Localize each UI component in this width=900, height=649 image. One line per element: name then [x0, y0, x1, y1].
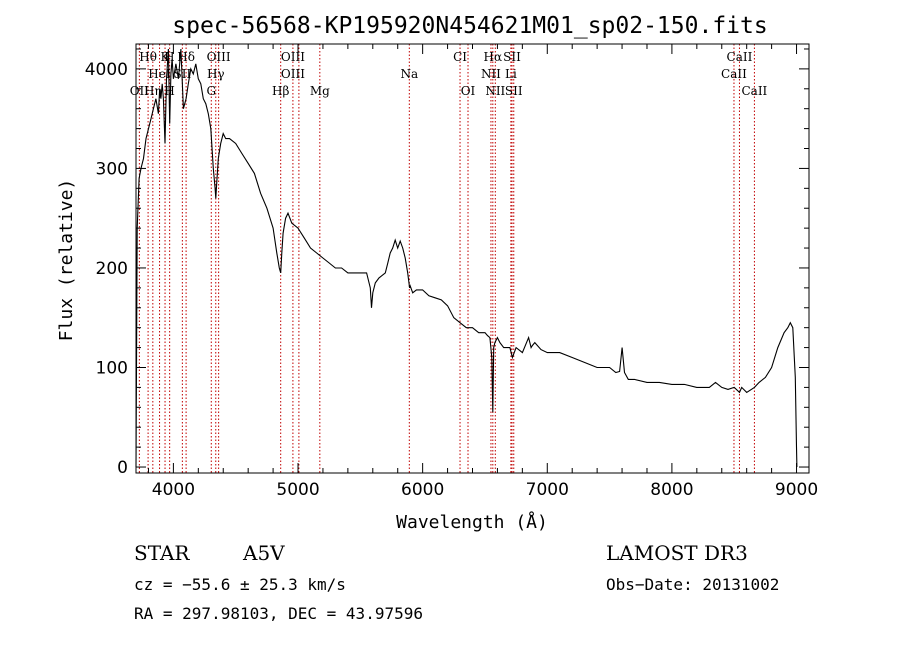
line-marker-label: H [164, 50, 174, 64]
y-tick-label: 300 [96, 159, 128, 179]
x-tick-label: 4000 [152, 480, 195, 500]
x-tick-label: 6000 [401, 480, 444, 500]
line-marker-label: OIII [281, 67, 305, 81]
y-tick-label: 200 [96, 259, 128, 279]
line-marker-label: NII [485, 84, 505, 98]
line-marker-label: Hθ [139, 50, 157, 64]
y-axis-label: Flux (relative) [56, 179, 77, 342]
line-marker-label: OII [130, 84, 150, 98]
line-marker-label: OI [461, 84, 476, 98]
line-marker-label: Hη [144, 84, 162, 98]
x-tick-label: 9000 [775, 480, 818, 500]
obs-date: Obs−Date: 20131002 [606, 575, 779, 594]
survey-name: LAMOST DR3 [606, 541, 748, 565]
y-tick-label: 0 [117, 458, 128, 478]
flux-series-line [135, 48, 798, 468]
x-tick-label: 7000 [526, 480, 569, 500]
line-marker-label: NII [481, 67, 501, 81]
line-marker-label: Na [400, 67, 418, 81]
line-marker-label: SII [503, 50, 521, 64]
line-marker-label: Hα [484, 50, 503, 64]
y-axis-ticks: 0 100 200 300 4000 [85, 48, 809, 478]
coordinates: RA = 297.98103, DEC = 43.97596 [134, 604, 423, 623]
line-marker-label: Mg [310, 84, 330, 98]
line-marker-label: Li [505, 67, 517, 81]
y-tick-label: 100 [96, 358, 128, 378]
line-marker-label: G [206, 84, 216, 98]
object-subclass: A5V [242, 541, 285, 565]
line-marker-label: CaII [721, 67, 747, 81]
line-marker-label: Hγ [207, 67, 225, 81]
line-marker-group [138, 44, 755, 473]
plot-frame [135, 43, 810, 474]
x-axis-ticks: 4000 5000 6000 7000 8000 9000 [147, 44, 818, 500]
object-class: STAR [134, 541, 190, 565]
line-marker-label: SII [505, 84, 523, 98]
x-axis-label: Wavelength (Å) [396, 511, 548, 533]
line-marker-label: CI [453, 50, 467, 64]
x-tick-label: 5000 [276, 480, 319, 500]
chart-title: spec-56568-KP195920N454621M01_sp02-150.f… [172, 13, 767, 39]
y-tick-label: 4000 [85, 60, 128, 80]
line-marker-label: OIII [207, 50, 231, 64]
line-marker-label: Hβ [272, 84, 289, 98]
line-marker-label: CaII [727, 50, 753, 64]
line-marker-label: K [161, 50, 171, 64]
x-tick-label: 8000 [650, 480, 693, 500]
line-marker-label: HeI [148, 67, 171, 81]
redshift-cz: cz = −55.6 ± 25.3 km/s [134, 575, 346, 594]
line-marker-label: OIII [281, 50, 305, 64]
line-marker-label: CaII [741, 84, 767, 98]
